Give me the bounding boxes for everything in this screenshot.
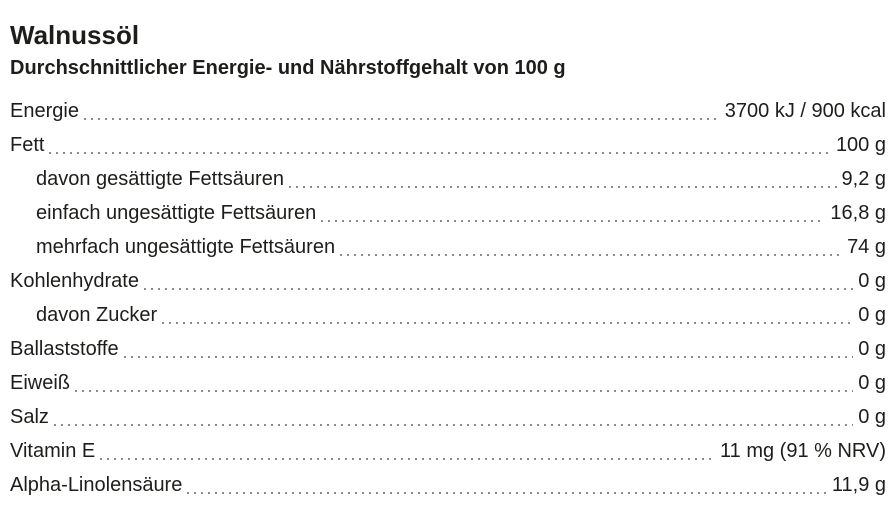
nutrient-label: einfach ungesättigte Fettsäuren <box>36 202 317 224</box>
dot-leader <box>143 264 854 298</box>
table-row: Energie 3700 kJ / 900 kcal <box>10 94 886 128</box>
nutrient-label: mehrfach ungesättigte Fettsäuren <box>36 236 336 258</box>
nutrient-value: 0 g <box>858 372 886 394</box>
table-row: mehrfach ungesättigte Fettsäuren 74 g <box>10 230 886 264</box>
nutrition-table: Energie 3700 kJ / 900 kcal Fett 100 g da… <box>10 94 886 502</box>
nutrient-label: davon gesättigte Fettsäuren <box>36 168 284 190</box>
nutrient-value: 0 g <box>858 338 886 360</box>
table-row: Fett 100 g <box>10 128 886 162</box>
nutrient-value: 11 mg (91 % NRV) <box>720 440 886 462</box>
nutrient-value: 9,2 g <box>841 168 886 190</box>
dot-leader <box>162 298 854 332</box>
product-title: Walnussöl <box>10 20 140 50</box>
table-row: Ballaststoffe 0 g <box>10 332 886 366</box>
table-row: einfach ungesättigte Fettsäuren 16,8 g <box>10 196 886 230</box>
dot-leader <box>53 400 854 434</box>
nutrient-label: davon Zucker <box>36 304 158 326</box>
dot-leader <box>123 332 854 366</box>
nutrient-label: Vitamin E <box>10 440 96 462</box>
dot-leader <box>49 128 832 162</box>
table-subtitle: Durchschnittlicher Energie- und Nährstof… <box>10 57 566 79</box>
nutrient-value: 100 g <box>835 134 886 156</box>
dot-leader <box>340 230 843 264</box>
nutrient-value: 0 g <box>858 304 886 326</box>
dot-leader <box>321 196 826 230</box>
nutrient-value: 0 g <box>858 406 886 428</box>
nutrient-label: Fett <box>10 134 45 156</box>
table-row: davon gesättigte Fettsäuren 9,2 g <box>10 162 886 196</box>
table-row: Alpha-Linolensäure 11,9 g <box>10 468 886 502</box>
nutrient-value: 16,8 g <box>830 202 886 224</box>
nutrient-label: Alpha-Linolensäure <box>10 474 183 496</box>
dot-leader <box>187 468 827 502</box>
nutrient-label: Eiweiß <box>10 372 71 394</box>
table-row: davon Zucker 0 g <box>10 298 886 332</box>
nutrient-label: Energie <box>10 100 79 122</box>
nutrient-value: 0 g <box>858 270 886 292</box>
nutrient-value: 74 g <box>847 236 886 258</box>
nutrient-label: Salz <box>10 406 49 428</box>
dot-leader <box>75 366 854 400</box>
nutrient-value: 11,9 g <box>831 474 886 496</box>
dot-leader <box>83 94 720 128</box>
nutrition-panel: Walnussöl Durchschnittlicher Energie- un… <box>10 20 886 502</box>
dot-leader <box>100 434 715 468</box>
table-row: Eiweiß 0 g <box>10 366 886 400</box>
dot-leader <box>288 162 837 196</box>
table-row: Kohlenhydrate 0 g <box>10 264 886 298</box>
nutrient-label: Ballaststoffe <box>10 338 119 360</box>
table-row: Salz 0 g <box>10 400 886 434</box>
table-row: Vitamin E 11 mg (91 % NRV) <box>10 434 886 468</box>
nutrient-label: Kohlenhydrate <box>10 270 139 292</box>
nutrient-value: 3700 kJ / 900 kcal <box>724 100 886 122</box>
